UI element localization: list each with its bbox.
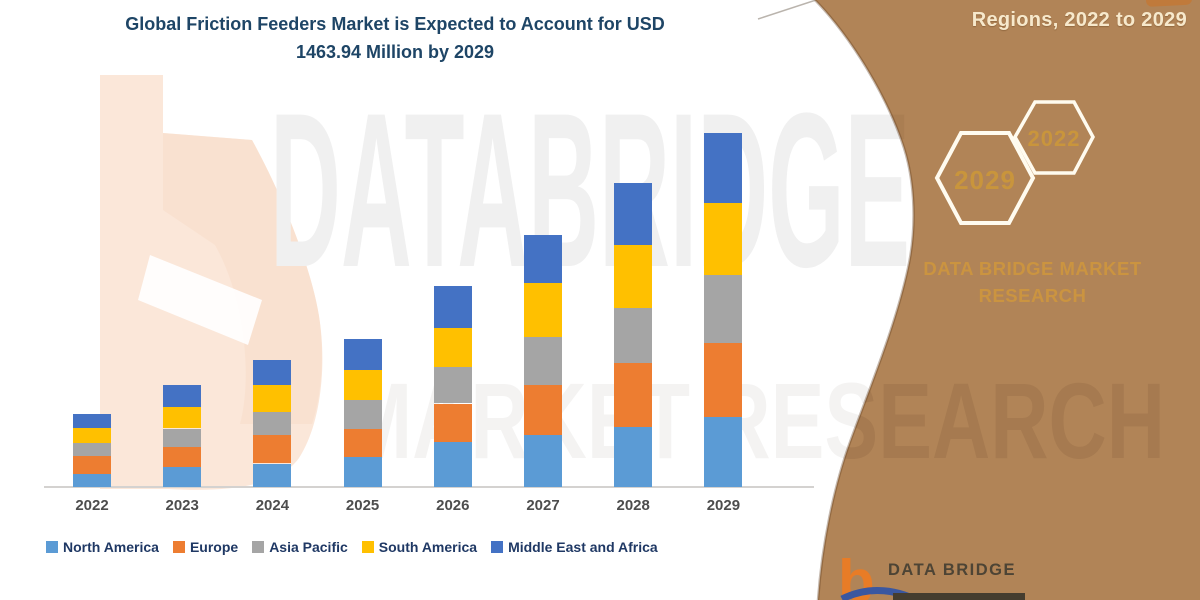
bar-segment-2026-south-america [433, 328, 472, 367]
legend-item-middle-east-and-africa: Middle East and Africa [491, 539, 658, 555]
bar-segment-2027-north-america [524, 435, 562, 487]
bar-segment-2025-europe [343, 428, 382, 457]
bar-segment-2022-north-america [73, 473, 111, 487]
bar-segment-2026-north-america [433, 441, 472, 487]
plot-area: 2022 2023 2024 2025 2026 2027 2028 2029 [44, 133, 814, 514]
bar-segment-2022-europe [73, 456, 111, 474]
legend-label: Middle East and Africa [508, 539, 658, 555]
chart-title-line2: 1463.94 Million by 2029 [295, 41, 495, 62]
legend-swatch-icon [46, 541, 58, 553]
page-fold-line [757, 0, 817, 20]
bar-segment-2029-north-america [704, 416, 743, 487]
bar-segment-2028-south-america [614, 244, 653, 309]
bar-segment-2026-middle-east-and-africa [433, 286, 472, 329]
bar-segment-2023-asia-pacific [163, 428, 202, 447]
watermark-text-line1: DATABRIDGE [270, 67, 910, 313]
x-axis-label-2025: 2025 [345, 497, 380, 514]
bar-segment-2022-asia-pacific [73, 442, 111, 456]
legend-label: North America [63, 539, 159, 555]
chart-legend: North America Europe Asia Pacific South Ame… [46, 539, 658, 555]
hexagon-2022-label: 2022 [1027, 126, 1081, 151]
bar-segment-2024-middle-east-and-africa [253, 360, 292, 386]
bar-segment-2024-north-america [253, 463, 292, 487]
bar-segment-2028-europe [614, 363, 653, 427]
panel-caption: Regions, 2022 to 2029 [971, 9, 1187, 31]
bar-segment-2029-south-america [704, 203, 743, 275]
hexagon-2029-label: 2029 [954, 165, 1016, 195]
bar-segment-2029-middle-east-and-africa [704, 133, 743, 204]
bar-segment-2025-south-america [343, 370, 382, 401]
watermark-dark-line1: DATABRIDGE [270, 67, 910, 313]
x-axis-label-2022: 2022 [75, 497, 109, 514]
bar-segment-2027-middle-east-and-africa [524, 235, 562, 284]
hexagon-2022-outline [1012, 100, 1095, 175]
bar-segment-2029-europe [704, 343, 743, 417]
legend-item-south-america: South America [361, 539, 478, 555]
legend-item-north-america: North America [46, 539, 159, 555]
bar-segment-2027-europe [524, 385, 562, 436]
legend-swatch-icon [491, 541, 504, 553]
side-panel-background [815, 0, 1200, 600]
bar-segment-2028-asia-pacific [614, 308, 653, 364]
bar-segment-2026-asia-pacific [433, 366, 472, 404]
bar-segment-2027-asia-pacific [524, 336, 562, 386]
x-axis-label-2028: 2028 [616, 497, 650, 514]
bar-segment-2028-north-america [614, 426, 653, 487]
x-axis-line [44, 486, 814, 488]
legend-item-asia-pacific: Asia Pacific [252, 539, 348, 555]
bar-segment-2025-middle-east-and-africa [343, 338, 382, 371]
chart-title: Global Friction Feeders Market is Expect… [30, 11, 760, 67]
x-axis-label-2023: 2023 [165, 497, 199, 514]
bar-segment-2024-south-america [253, 385, 292, 412]
bar-segment-2023-north-america [163, 467, 202, 487]
watermark-dark-line2: MARKET RESEARCH [345, 360, 1165, 481]
legend-item-europe: Europe [172, 539, 239, 555]
bar-segment-2024-europe [253, 435, 292, 464]
hexagon-2029-outline [934, 131, 1036, 225]
legend-label: Europe [189, 539, 239, 555]
bar-segment-2026-europe [433, 403, 472, 442]
bar-segment-2022-middle-east-and-africa [73, 413, 111, 429]
brand-text-line1: DATA BRIDGE MARKET [923, 258, 1142, 279]
legend-label: Asia Pacific [269, 539, 348, 555]
bar-segment-2025-north-america [343, 456, 382, 487]
bar-segment-2027-south-america [524, 283, 562, 337]
legend-swatch-icon [252, 541, 265, 553]
top-corner-cut-graphic [1145, 0, 1192, 7]
chart-title-line1: Global Friction Feeders Market is Expect… [125, 14, 665, 34]
bar-segment-2028-middle-east-and-africa [614, 183, 653, 245]
footer-brand-text: DATA BRIDGE [888, 561, 1017, 579]
legend-label: South America [378, 539, 478, 555]
legend-swatch-icon [361, 541, 374, 553]
side-panel-edge-shadow [814, 0, 915, 600]
bar-segment-2023-south-america [163, 406, 202, 429]
brand-text: DATA BRIDGE MARKET RESEARCH [920, 256, 1145, 310]
bar-segment-2025-asia-pacific [343, 400, 382, 429]
x-axis-label-2027: 2027 [526, 497, 560, 514]
brand-text-line2: RESEARCH [978, 284, 1087, 306]
bar-segment-2023-middle-east-and-africa [163, 385, 202, 407]
bar-segment-2022-south-america [73, 428, 111, 443]
bar-segment-2029-asia-pacific [704, 274, 743, 344]
bar-segment-2024-asia-pacific [253, 411, 292, 436]
x-axis-label-2029: 2029 [706, 497, 741, 514]
legend-swatch-icon [172, 541, 185, 553]
bar-segment-2023-europe [163, 447, 202, 467]
x-axis-label-2024: 2024 [255, 497, 290, 514]
x-axis-label-2026: 2026 [436, 497, 470, 514]
footer-brand-bar [893, 593, 1025, 600]
